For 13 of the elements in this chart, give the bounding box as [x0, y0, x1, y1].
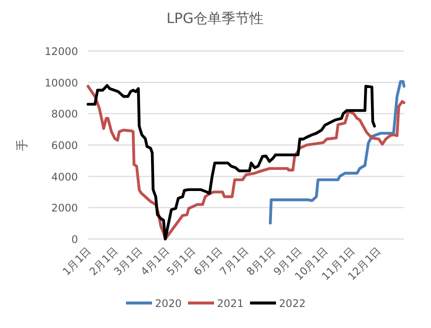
- line-series: [268, 80, 406, 224]
- chart-title: LPG仓单季节性: [166, 11, 264, 27]
- y-axis-title: 手: [15, 139, 29, 151]
- legend-label: 2021: [217, 298, 244, 310]
- y-tick-label: 2000: [51, 202, 78, 215]
- y-tick-label: 8000: [51, 108, 78, 121]
- legend-label: 2020: [155, 298, 182, 310]
- y-tick-label: 12000: [44, 46, 78, 58]
- y-tick-label: 6000: [51, 140, 78, 152]
- legend-label: 2022: [279, 298, 306, 310]
- y-tick-label: 10000: [44, 77, 78, 90]
- y-tick-label: 4000: [51, 171, 78, 184]
- y-tick-label: 0: [71, 234, 78, 246]
